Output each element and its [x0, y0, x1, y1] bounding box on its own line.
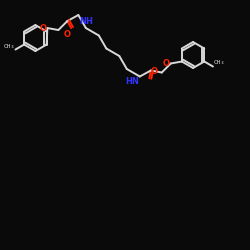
- Text: O: O: [163, 59, 170, 68]
- Text: O: O: [63, 30, 70, 39]
- Text: NH: NH: [79, 17, 93, 26]
- Text: HN: HN: [125, 78, 139, 86]
- Text: O: O: [39, 24, 46, 32]
- Text: O: O: [150, 67, 157, 76]
- Text: CH₃: CH₃: [214, 60, 225, 66]
- Text: CH₃: CH₃: [3, 44, 15, 49]
